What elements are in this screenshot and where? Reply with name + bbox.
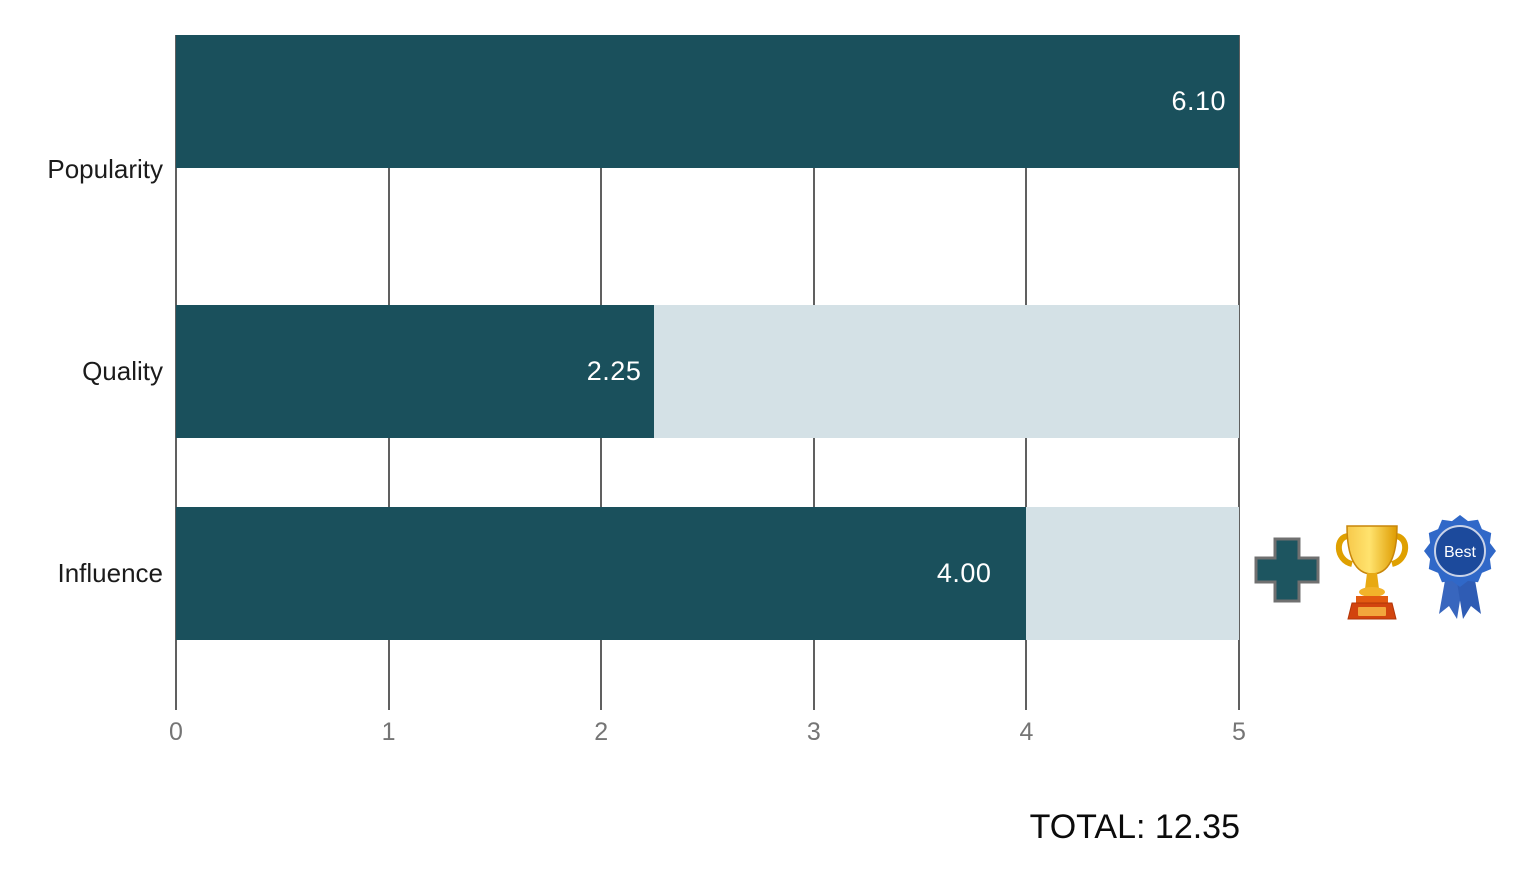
bar-influence: 6.10: [176, 35, 1239, 168]
x-tick-label: 4: [1019, 718, 1034, 746]
x-tick-label: 2: [594, 718, 609, 746]
plus-icon: [1254, 537, 1320, 603]
x-axis-ticks: 0 1 2 3 4 5: [169, 718, 1246, 748]
bar-value-label: 4.00: [936, 558, 992, 588]
trophy-icon: [1335, 525, 1409, 620]
plot-area: 2.25 4.00 6.10 0 1 2 3 4 5: [169, 35, 1246, 746]
bar-value-label: 2.25: [586, 356, 642, 386]
gridline: [1238, 35, 1240, 710]
x-tick-label: 1: [381, 718, 396, 746]
bar-row-quality: 4.00: [176, 507, 1239, 640]
x-tick-label: 0: [169, 718, 183, 746]
bar-quality: 4.00: [176, 507, 1027, 640]
category-label-popularity: Popularity: [47, 154, 163, 184]
award-icons: Best: [1250, 505, 1500, 635]
x-tick-label: 5: [1232, 718, 1246, 746]
best-ribbon-label: Best: [1444, 544, 1477, 561]
bar-popularity: 2.25: [176, 305, 655, 438]
total-label: TOTAL: 12.35: [1029, 808, 1240, 846]
bar-row-influence: 6.10: [176, 35, 1239, 168]
bar-value-label: 6.10: [1171, 86, 1226, 116]
bar-row-popularity: 2.25: [176, 305, 1239, 438]
best-ribbon-icon: Best: [1424, 514, 1496, 619]
category-label-influence: Influence: [57, 558, 163, 588]
x-tick-label: 3: [806, 718, 821, 746]
category-label-quality: Quality: [82, 356, 163, 386]
